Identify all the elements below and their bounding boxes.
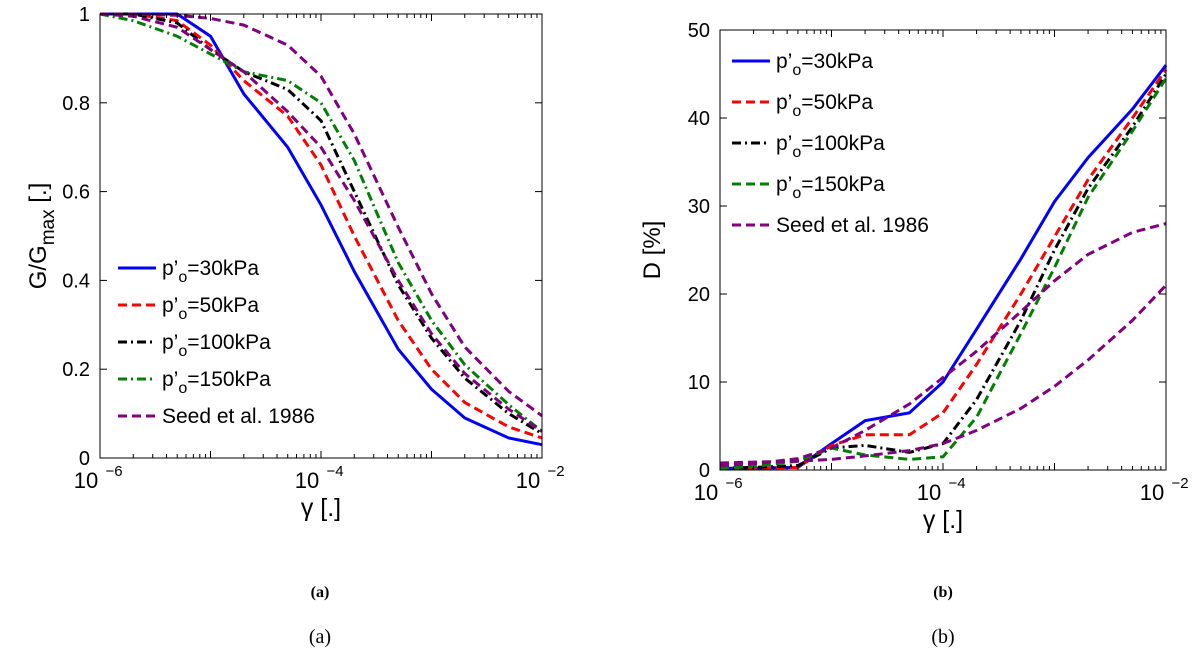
legend-label: p’o=100kPa	[776, 132, 885, 161]
x-axis-label: γ [.]	[301, 494, 341, 522]
y-tick-label: 0.6	[62, 182, 90, 204]
y-axis-label: G/Gmax [.]	[25, 183, 59, 290]
legend-label: p’o=50kPa	[162, 294, 259, 323]
series-line-1	[720, 68, 1168, 470]
x-tick-exponent: −2	[1171, 475, 1188, 492]
y-axis-label: D [%]	[639, 221, 666, 280]
y-tick-label: 20	[688, 284, 710, 306]
series-line-5	[100, 12, 543, 418]
chart-a: 10 −6 10 −4 10 −2 0 0.2 0.4 0.6 0.8 1 γ [.] G/Gmax [.…	[25, 4, 565, 522]
series-line-5	[719, 284, 1168, 465]
y-tick-label: 0	[79, 448, 90, 470]
x-tick-exponent: −6	[725, 475, 742, 492]
legend-label: p’o=150kPa	[162, 368, 271, 397]
series-line-1	[100, 12, 543, 440]
series-line-4	[719, 222, 1167, 468]
series-line-0	[720, 64, 1168, 470]
plot-frame	[99, 13, 543, 459]
y-tick-label: 0.2	[62, 359, 90, 381]
series-line-4	[99, 12, 543, 433]
legend-label: Seed et al. 1986	[162, 405, 315, 428]
subcaption-a-bold: (a)	[310, 584, 330, 601]
x-tick-label: 10	[74, 468, 98, 493]
x-tick-exponent: −4	[948, 475, 965, 492]
legend-label: p’o=30kPa	[162, 257, 259, 286]
y-tick-label: 0.4	[62, 270, 90, 292]
y-tick-label: 0	[699, 460, 710, 482]
x-axis-label: γ [.]	[923, 506, 963, 534]
subcaption-b-bold: (b)	[933, 584, 953, 601]
legend-label: p’o=50kPa	[776, 91, 873, 120]
series-line-3	[99, 12, 543, 433]
y-tick-label: 40	[688, 108, 710, 130]
y-tick-label: 0.8	[62, 93, 90, 115]
x-tick-label: 10	[1140, 480, 1164, 505]
x-tick-exponent: −6	[105, 463, 122, 480]
x-tick-exponent: −2	[547, 463, 564, 480]
legend-label: Seed et al. 1986	[776, 214, 929, 237]
legend-label: p’o=100kPa	[162, 331, 271, 360]
x-tick-label: 10	[917, 480, 941, 505]
x-tick-label: 10	[694, 480, 718, 505]
legend-label: p’o=150kPa	[776, 173, 885, 202]
y-tick-label: 30	[688, 196, 710, 218]
y-tick-label: 10	[688, 372, 710, 394]
caption-a: (a)	[308, 626, 332, 648]
legend-label: p’o=30kPa	[776, 50, 873, 79]
caption-b: (b)	[931, 626, 955, 648]
series-line-2	[100, 12, 543, 435]
y-tick-label: 1	[79, 4, 90, 26]
x-tick-label: 10	[295, 468, 319, 493]
x-tick-label: 10	[516, 468, 540, 493]
x-tick-exponent: −4	[326, 463, 343, 480]
y-tick-label: 50	[688, 20, 710, 42]
